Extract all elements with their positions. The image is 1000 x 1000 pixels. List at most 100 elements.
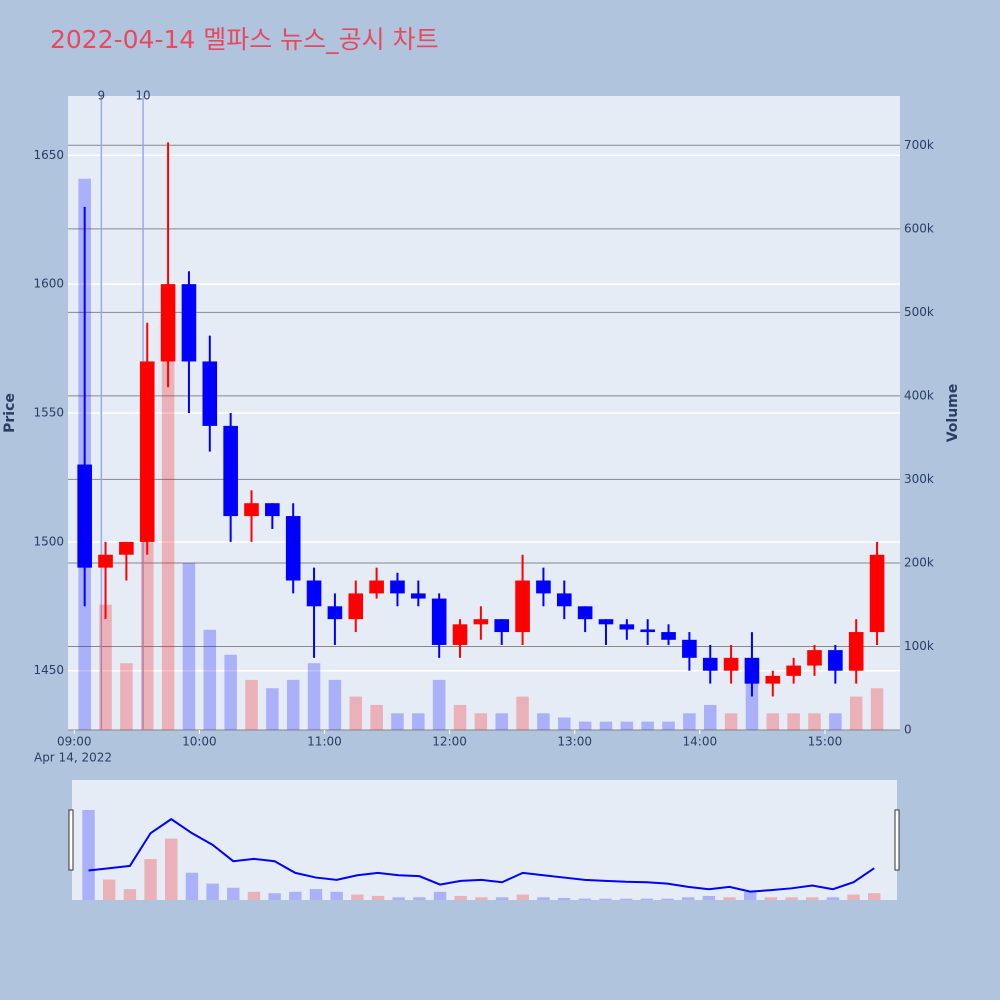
y2-tick-label: 600k (904, 221, 934, 235)
slider-volume-bar (185, 872, 199, 900)
volume-bar (724, 713, 738, 730)
volume-bar (286, 679, 300, 730)
volume-bar (370, 704, 383, 730)
slider-volume-bar (743, 891, 757, 900)
candle-body (98, 554, 113, 568)
slider-volume-bar (537, 897, 550, 900)
volume-bar (578, 721, 592, 730)
slider-volume-bar (578, 898, 591, 900)
volume-bar (766, 713, 780, 730)
slider-volume-bar (433, 891, 447, 900)
volume-bar (266, 688, 279, 730)
slider-volume-bar (371, 895, 385, 900)
volume-bar (453, 704, 467, 730)
candle-body (744, 657, 760, 684)
candle-body (181, 284, 197, 362)
volume-bar (349, 696, 363, 730)
volume-bar (829, 713, 842, 730)
volume-bar (412, 713, 425, 730)
slider-volume-bar (661, 898, 674, 900)
y2-tick-label: 500k (904, 305, 934, 319)
candle-body (640, 629, 655, 633)
candle-body (765, 675, 781, 684)
y2-tick-label: 100k (904, 639, 934, 653)
candle-body (411, 593, 426, 599)
candle-body (139, 361, 155, 542)
candle-body (327, 606, 343, 620)
candle-body (619, 624, 635, 630)
slider-volume-bar (413, 897, 426, 900)
slider-volume-bar (247, 891, 261, 900)
volume-bar (307, 663, 321, 730)
volume-bar (432, 679, 446, 730)
candle-body (515, 580, 530, 633)
y2-axis-title: Volume (945, 384, 961, 443)
candle-body (702, 657, 718, 671)
slider-volume-bar (392, 897, 405, 900)
x-tick-label: 12:00 (432, 735, 467, 749)
slider-volume-bar (289, 891, 302, 900)
volume-bar (245, 679, 258, 730)
y-axis-title: Price (2, 393, 18, 433)
slider-volume-bar (764, 897, 778, 900)
x-tick-label: 15:00 (808, 735, 843, 749)
candle-body (807, 650, 822, 666)
volume-bar (870, 688, 884, 730)
y2-tick-label: 300k (904, 472, 934, 486)
slider-volume-bar (495, 897, 509, 900)
slider-volume-bar (330, 891, 343, 900)
annotation-label: 9 (98, 89, 106, 103)
candle-body (306, 580, 322, 607)
volume-bar (391, 713, 404, 730)
candle-body (390, 580, 405, 594)
slider-volume-bar (351, 894, 364, 900)
volume-bar (495, 713, 508, 730)
candle-body (869, 554, 885, 633)
candle-body (848, 632, 864, 671)
slider-volume-bar (557, 897, 571, 900)
volume-bar (787, 713, 800, 730)
candle-body (265, 503, 280, 517)
slider-volume-bar (785, 897, 798, 900)
slider-volume-bar (516, 894, 529, 900)
candle-body (244, 503, 259, 517)
volume-bar (474, 713, 488, 730)
candle-body (786, 665, 801, 676)
volume-bar (140, 479, 154, 730)
volume-bar (224, 654, 237, 730)
volume-bar (745, 679, 759, 730)
volume-bar (849, 696, 863, 730)
volume-bar (641, 721, 654, 730)
y-tick-label: 1600 (33, 277, 64, 291)
y-tick-label: 1450 (33, 663, 64, 677)
volume-bar (558, 717, 571, 730)
volume-bar (120, 663, 133, 730)
slider-volume-bar (868, 893, 881, 900)
slider-volume-bar (227, 887, 240, 900)
slider-volume-bar (309, 889, 323, 900)
volume-bar (161, 354, 175, 730)
slider-handle[interactable] (68, 809, 74, 871)
slider-volume-bar (723, 897, 736, 900)
volume-bar (599, 721, 613, 730)
candle-body (202, 361, 218, 426)
slider-handle[interactable] (894, 809, 900, 871)
x-tick-label: 09:00 (57, 735, 92, 749)
candle-body (661, 632, 676, 640)
y2-tick-label: 200k (904, 555, 934, 569)
candle-body (494, 619, 510, 633)
volume-bar (808, 713, 821, 730)
annotation-label: 10 (135, 89, 150, 103)
x-date-label: Apr 14, 2022 (34, 751, 112, 765)
candle-body (577, 606, 593, 620)
slider-volume-bar (475, 897, 488, 900)
slider-volume-bar (847, 894, 860, 900)
volume-bar (703, 704, 717, 730)
volume-bar (99, 604, 112, 730)
y2-tick-label: 400k (904, 388, 934, 402)
chart-title: 2022-04-14 멜파스 뉴스_공시 차트 (50, 25, 439, 54)
slider-volume-bar (454, 895, 467, 900)
candle-body (598, 619, 614, 625)
candle-body (431, 598, 447, 645)
